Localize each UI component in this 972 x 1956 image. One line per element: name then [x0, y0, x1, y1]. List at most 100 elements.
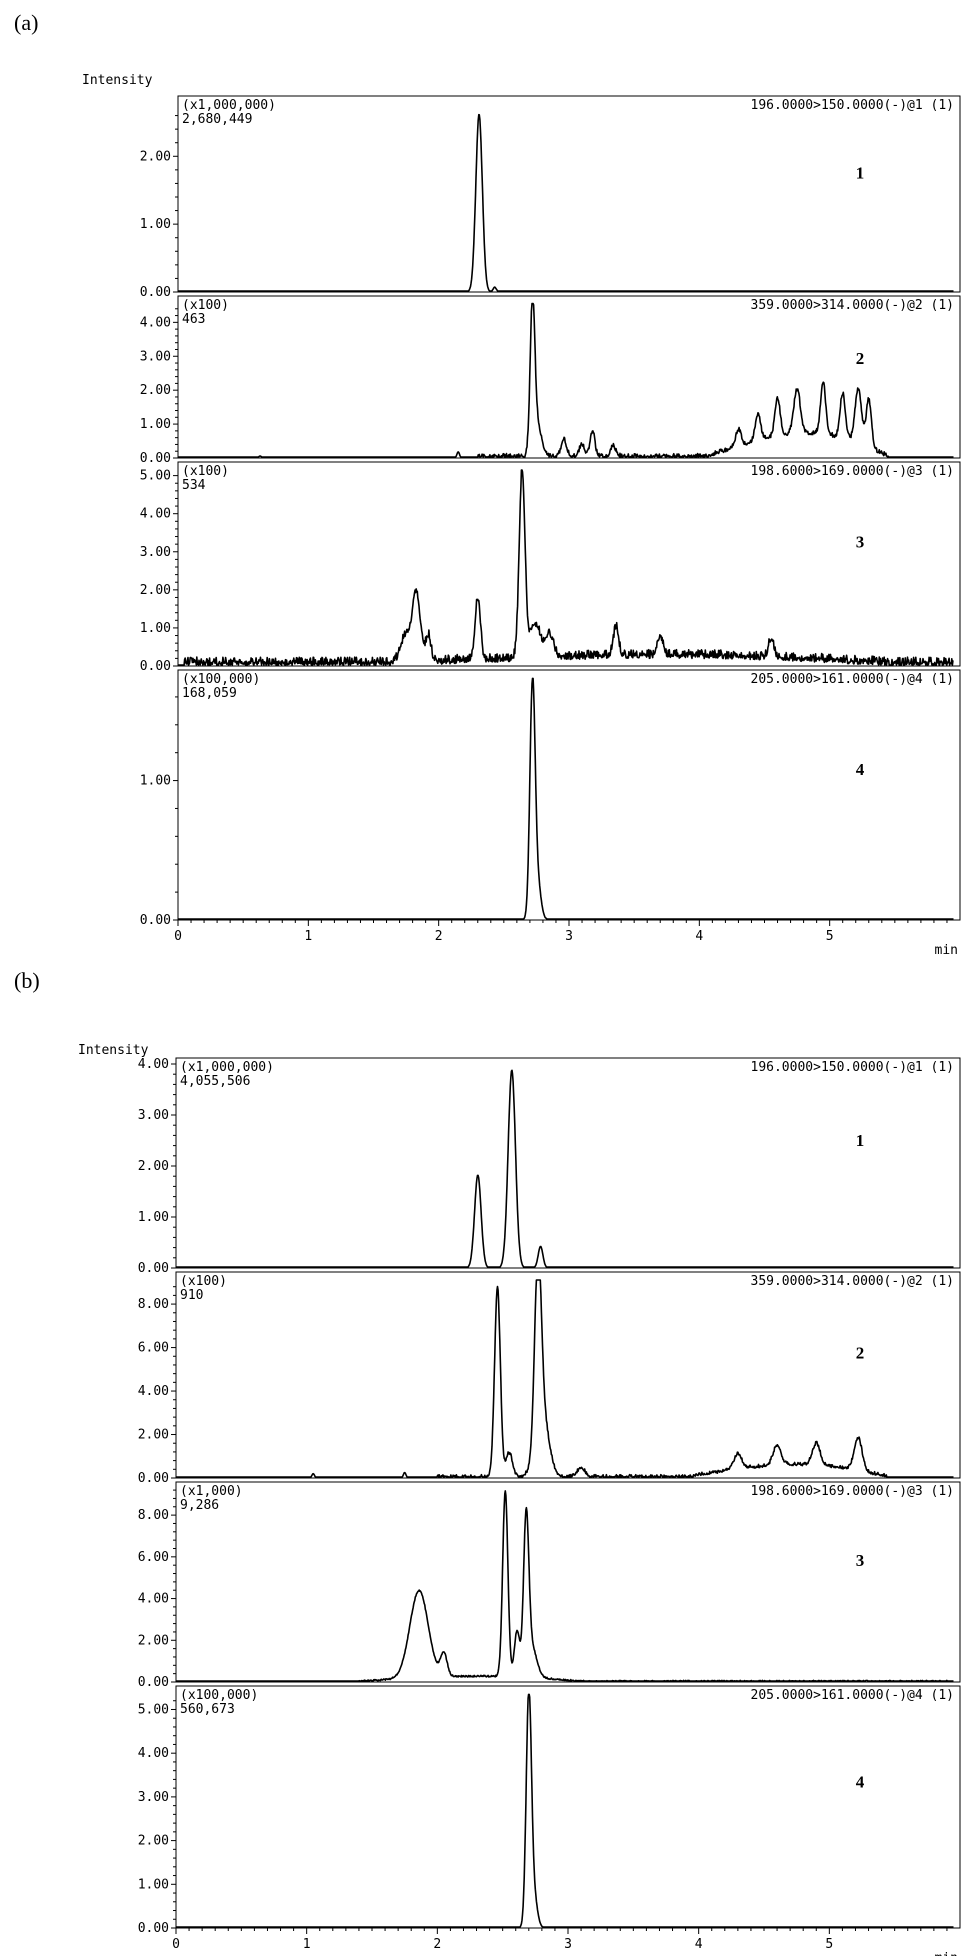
- y-tick-label: 0.00: [140, 659, 171, 674]
- trace-number: 4: [856, 760, 865, 779]
- scale-factor: (x100): [180, 1274, 227, 1289]
- x-tick-label: 2: [433, 1937, 441, 1952]
- trace-panel-3: 0.00 1.00 2.00 3.00 4.00 5.00 (x100)534 198.600…: [140, 461, 961, 674]
- y-tick-label: 4.00: [138, 1592, 169, 1607]
- mrm-transition: 359.0000>314.0000(-)@2 (1): [751, 1274, 955, 1289]
- x-tick-label: 2: [435, 929, 443, 944]
- max-intensity: 168,059: [182, 686, 237, 701]
- chromatogram-trace: [175, 1069, 954, 1268]
- mrm-transition: 359.0000>314.0000(-)@2 (1): [751, 298, 955, 313]
- panel-frame: [177, 669, 961, 921]
- trace-number: 2: [856, 349, 865, 368]
- x-axis-unit: min: [935, 943, 958, 958]
- y-tick-label: 4.00: [138, 1057, 169, 1072]
- trace-number: 1: [856, 163, 865, 182]
- y-tick-label: 0.00: [138, 1471, 169, 1486]
- x-tick-label: 0: [172, 1937, 180, 1952]
- panel-frame: [175, 1057, 961, 1269]
- y-tick-label: 4.00: [138, 1384, 169, 1399]
- trace-number: 4: [856, 1773, 865, 1792]
- y-tick-label: 6.00: [138, 1550, 169, 1565]
- chromatogram-trace: [175, 1490, 954, 1682]
- trace-panel-3: 0.00 2.00 4.00 6.00 8.00 (x1,000)9,286 198.600…: [138, 1481, 961, 1690]
- y-tick-label: 5.00: [138, 1702, 169, 1717]
- y-tick-label: 0.00: [138, 1261, 169, 1276]
- y-tick-label: 0.00: [138, 1675, 169, 1690]
- max-intensity: 9,286: [180, 1498, 219, 1513]
- trace-number: 3: [856, 533, 865, 552]
- scale-factor: (x100,000): [180, 1688, 258, 1703]
- chromatogram-trace: [177, 302, 954, 458]
- panel-frame: [175, 1481, 961, 1683]
- max-intensity: 560,673: [180, 1702, 235, 1717]
- x-tick-label: 3: [564, 1937, 572, 1952]
- trace-number: 3: [856, 1551, 865, 1570]
- y-axis-title: Intensity: [78, 1043, 149, 1058]
- y-tick-label: 4.00: [140, 315, 171, 330]
- y-tick-label: 4.00: [138, 1746, 169, 1761]
- y-tick-label: 2.00: [140, 383, 171, 398]
- panel-frame: [175, 1685, 961, 1929]
- trace-panel-4: 0.00 1.00 2.00 3.00 4.00 5.00 (x100,000)560,67…: [138, 1685, 961, 1936]
- max-intensity: 4,055,506: [180, 1074, 250, 1089]
- panel-frame: [177, 295, 961, 459]
- x-tick-label: 3: [565, 929, 573, 944]
- y-tick-label: 1.00: [140, 417, 171, 432]
- trace-number: 2: [856, 1344, 865, 1363]
- max-intensity: 534: [182, 478, 206, 493]
- y-tick-label: 3.00: [138, 1108, 169, 1123]
- y-tick-label: 2.00: [138, 1834, 169, 1849]
- y-tick-label: 6.00: [138, 1341, 169, 1356]
- y-tick-label: 1.00: [138, 1210, 169, 1225]
- figure-label: (a): [14, 10, 38, 35]
- y-tick-label: 4.00: [140, 507, 171, 522]
- x-axis-unit: min: [935, 1951, 958, 1956]
- figure-label: (b): [14, 968, 40, 993]
- y-tick-label: 2.00: [140, 149, 171, 164]
- scale-factor: (x1,000,000): [180, 1060, 274, 1075]
- x-tick-label: 1: [303, 1937, 311, 1952]
- mrm-transition: 196.0000>150.0000(-)@1 (1): [751, 1060, 955, 1075]
- scale-factor: (x1,000,000): [182, 98, 276, 113]
- mrm-transition: 198.6000>169.0000(-)@3 (1): [751, 1484, 955, 1499]
- trace-panel-2: 0.00 1.00 2.00 3.00 4.00 (x100)463 359.0000>31…: [140, 295, 961, 466]
- scale-factor: (x100): [182, 298, 229, 313]
- max-intensity: 910: [180, 1288, 203, 1303]
- scale-factor: (x100): [182, 464, 229, 479]
- mrm-transition: 205.0000>161.0000(-)@4 (1): [751, 672, 955, 687]
- y-tick-label: 1.00: [140, 774, 171, 789]
- y-tick-label: 0.00: [140, 285, 171, 300]
- chromatogram-trace: [175, 1693, 954, 1928]
- trace-panel-1: 0.00 1.00 2.00 (x1,000,000)2,680,449 196.000…: [140, 95, 961, 300]
- panel-frame: [177, 95, 961, 293]
- chromatogram-trace: [177, 113, 954, 292]
- y-tick-label: 1.00: [138, 1877, 169, 1892]
- mrm-transition: 205.0000>161.0000(-)@4 (1): [751, 1688, 955, 1703]
- x-tick-label: 1: [304, 929, 312, 944]
- trace-panel-2: 0.00 2.00 4.00 6.00 8.00 (x100)910 359.0000>31…: [138, 1271, 961, 1486]
- chromatogram-trace: [177, 469, 954, 666]
- y-tick-label: 0.00: [140, 913, 171, 928]
- mrm-transition: 196.0000>150.0000(-)@1 (1): [751, 98, 955, 113]
- mrm-transition: 198.6000>169.0000(-)@3 (1): [751, 464, 955, 479]
- y-tick-label: 1.00: [140, 621, 171, 636]
- y-tick-label: 1.00: [140, 217, 171, 232]
- y-tick-label: 0.00: [140, 451, 171, 466]
- panel-frame: [175, 1271, 961, 1479]
- x-tick-label: 4: [695, 1937, 703, 1952]
- y-tick-label: 3.00: [140, 349, 171, 364]
- chromatogram-trace: [177, 677, 954, 920]
- chromatogram-trace: [175, 1279, 954, 1478]
- y-tick-label: 8.00: [138, 1297, 169, 1312]
- y-tick-label: 5.00: [140, 469, 171, 484]
- y-axis-title: Intensity: [82, 73, 153, 88]
- y-tick-label: 3.00: [140, 545, 171, 560]
- max-intensity: 463: [182, 312, 205, 327]
- y-tick-label: 2.00: [138, 1633, 169, 1648]
- panel-frame: [177, 461, 961, 667]
- y-tick-label: 0.00: [138, 1921, 169, 1936]
- x-tick-label: 0: [174, 929, 182, 944]
- scale-factor: (x100,000): [182, 672, 260, 687]
- trace-number: 1: [856, 1131, 865, 1150]
